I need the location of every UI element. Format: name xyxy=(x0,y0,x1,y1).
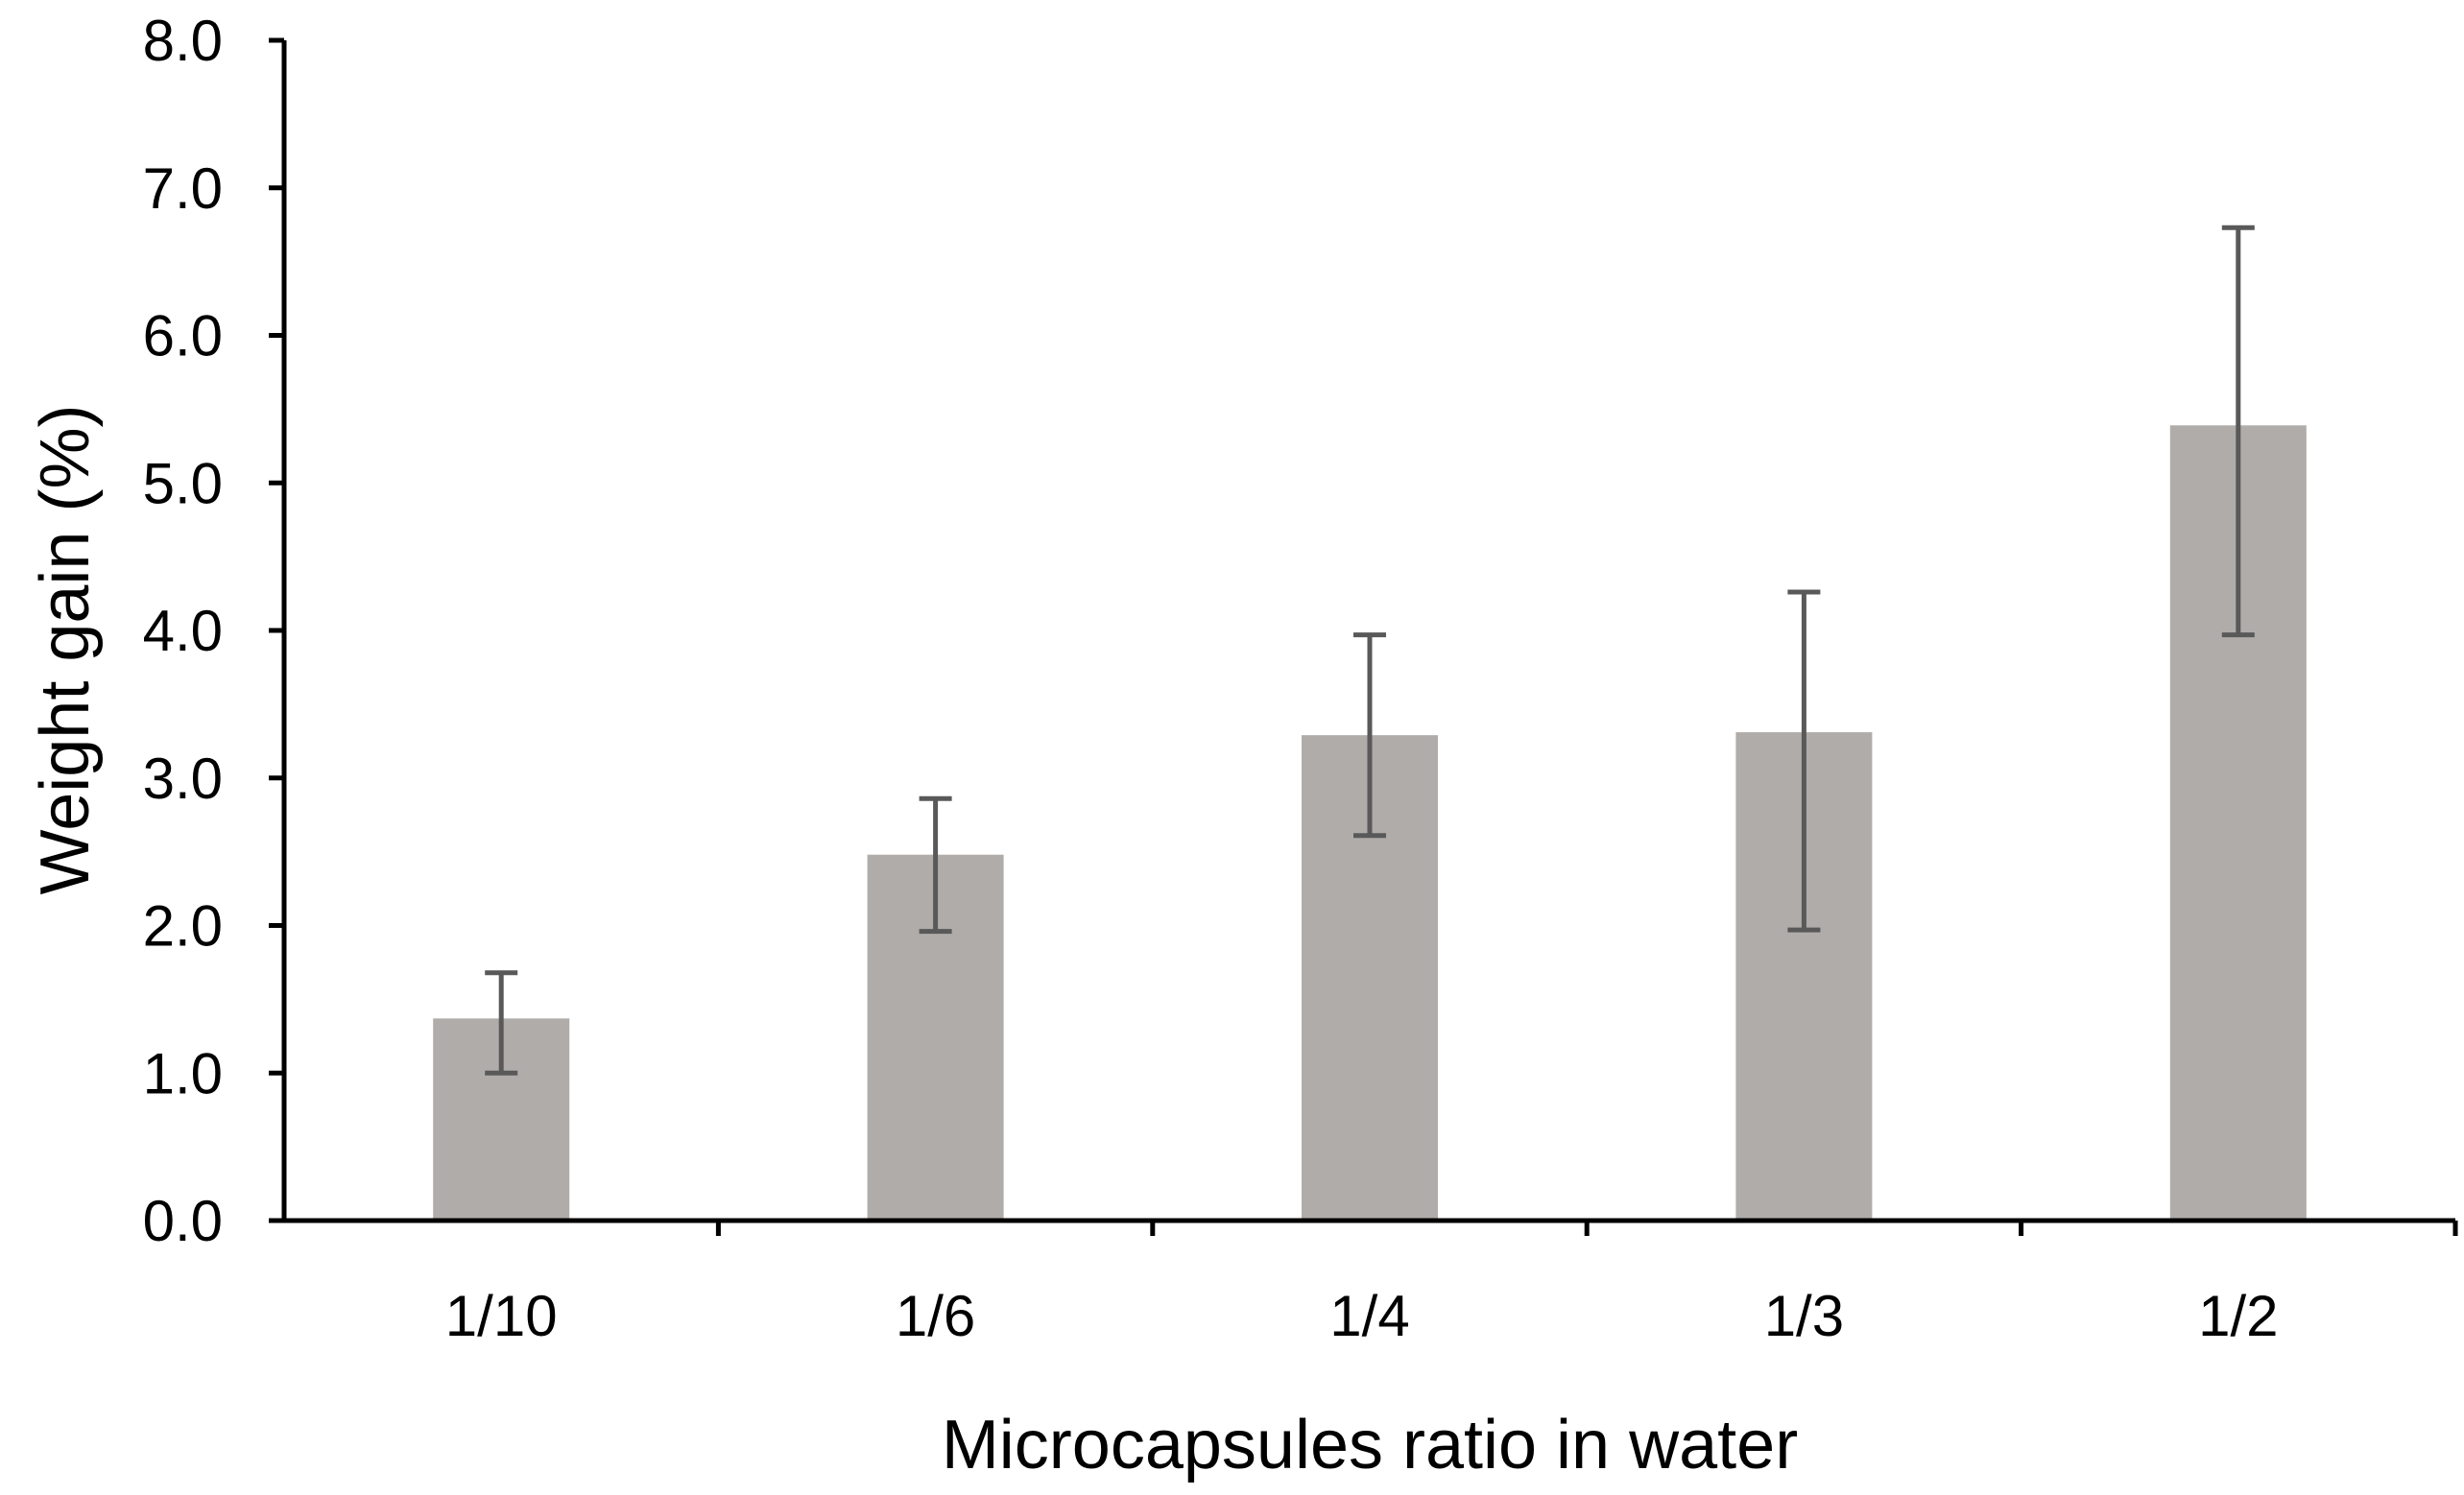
x-tick-label: 1/3 xyxy=(1764,1284,1844,1348)
x-tick-label: 1/2 xyxy=(2198,1284,2278,1348)
axes-layer xyxy=(269,37,2458,1236)
y-tick-label: 3.0 xyxy=(143,747,223,811)
y-tick-label: 8.0 xyxy=(143,9,223,73)
error-bar-1-3 xyxy=(1787,589,1821,933)
x-tick-label: 1/10 xyxy=(445,1284,558,1348)
x-tick-label: 1/4 xyxy=(1329,1284,1409,1348)
error-bar-1-10 xyxy=(485,970,518,1076)
y-tick-label: 7.0 xyxy=(143,156,223,221)
y-tick-label: 2.0 xyxy=(143,894,223,959)
error-bar-1-6 xyxy=(919,795,952,935)
error-bar-1-2 xyxy=(2221,225,2255,638)
y-tick-label: 6.0 xyxy=(143,304,223,368)
y-tick-label: 1.0 xyxy=(143,1041,223,1105)
y-tick-label: 4.0 xyxy=(143,599,223,663)
labels-layer: 1/10 1/6 1/4 1/3 1/2 0.0 1.0 2.0 3.0 4.0 5.0 6.0 7.0… xyxy=(143,9,2279,1348)
x-axis-title: Microcapsules ratio in water xyxy=(942,1407,1798,1483)
y-tick-label: 0.0 xyxy=(143,1189,223,1253)
y-axis-title: Weight gain (%) xyxy=(27,405,104,895)
x-tick-label: 1/6 xyxy=(896,1284,975,1348)
error-bar-1-4 xyxy=(1353,632,1386,839)
y-tick-label: 5.0 xyxy=(143,451,223,515)
error-bars-layer xyxy=(485,225,2255,1076)
